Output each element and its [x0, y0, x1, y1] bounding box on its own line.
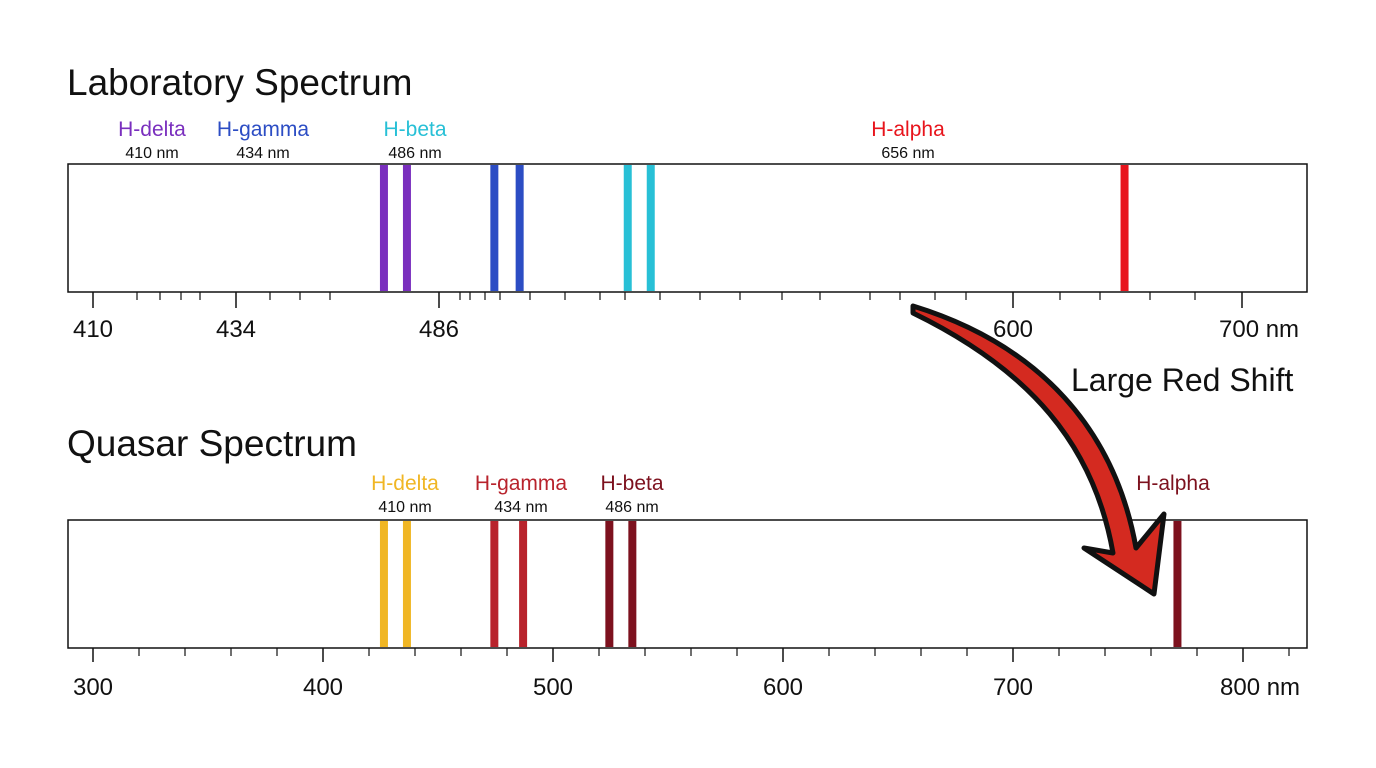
lab-h-beta-line [646, 165, 655, 291]
quasar-axis-tick-label: 700 [993, 674, 1033, 701]
red-shift-label: Large Red Shift [1071, 362, 1294, 398]
quasar-axis-tick-label: 400 [303, 674, 343, 701]
lab-h-delta-wavelength: 410 nm [125, 145, 178, 162]
quasar-h-beta-wavelength: 486 nm [605, 499, 658, 516]
lab-h-beta-line [623, 165, 632, 291]
quasar-spectrum: H-delta 410 nm H-gamma 434 nm H-beta 486 nm H-… [67, 472, 1308, 701]
lab-h-delta-label: H-delta [118, 118, 186, 141]
lab-h-gamma-wavelength: 434 nm [236, 145, 289, 162]
quasar-h-alpha-line [1173, 521, 1182, 647]
lab-h-beta-wavelength: 486 nm [388, 145, 441, 162]
lab-axis-tick-label: 486 [419, 316, 459, 343]
lab-axis-tick-label: 600 [993, 316, 1033, 343]
red-shift-arrow [910, 303, 1167, 597]
quasar-h-delta-wavelength: 410 nm [378, 499, 431, 516]
lab-axis-tick-label: 434 [216, 316, 256, 343]
lab-spectrum-box [67, 163, 1308, 293]
red-shift-arrow-shape [910, 303, 1167, 597]
lab-axis-tick-label: 410 [73, 316, 113, 343]
lab-h-delta-line [379, 165, 388, 291]
lab-h-gamma-line [490, 165, 499, 291]
lab-h-beta-label: H-beta [383, 118, 446, 141]
lab-h-alpha-label: H-alpha [871, 118, 945, 141]
lab-h-gamma-line [515, 165, 524, 291]
quasar-h-gamma-wavelength: 434 nm [494, 499, 547, 516]
quasar-h-gamma-line [490, 521, 499, 647]
lab-spectrum: H-delta 410 nm H-gamma 434 nm H-beta 486 nm H-… [67, 118, 1308, 343]
quasar-axis-tick-label: 800 nm [1220, 674, 1300, 701]
quasar-axis-tick-label: 600 [763, 674, 803, 701]
quasar-spectrum-title: Quasar Spectrum [67, 423, 357, 464]
quasar-axis-tick-label: 300 [73, 674, 113, 701]
quasar-h-delta-label: H-delta [371, 472, 439, 495]
lab-h-alpha-wavelength: 656 nm [881, 145, 934, 162]
lab-axis-tick-label: 700 nm [1219, 316, 1299, 343]
quasar-h-alpha-label: H-alpha [1136, 472, 1210, 495]
quasar-h-beta-line [605, 521, 614, 647]
lab-spectrum-title: Laboratory Spectrum [67, 62, 413, 103]
quasar-spectrum-box [67, 519, 1308, 649]
quasar-h-delta-line [402, 521, 411, 647]
quasar-h-delta-line [379, 521, 388, 647]
quasar-h-gamma-label: H-gamma [475, 472, 568, 495]
lab-h-alpha-line [1120, 165, 1129, 291]
lab-h-delta-line [402, 165, 411, 291]
quasar-h-beta-line [628, 521, 637, 647]
quasar-h-gamma-line [519, 521, 528, 647]
quasar-h-beta-label: H-beta [600, 472, 663, 495]
lab-h-gamma-label: H-gamma [217, 118, 310, 141]
quasar-axis-tick-label: 500 [533, 674, 573, 701]
